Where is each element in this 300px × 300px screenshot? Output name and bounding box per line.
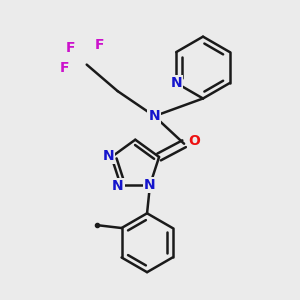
Text: F: F [95, 38, 105, 52]
Text: N: N [148, 109, 160, 123]
Text: F: F [66, 41, 75, 56]
Text: N: N [103, 148, 114, 163]
Text: N: N [112, 179, 123, 194]
Text: N: N [144, 178, 156, 192]
Text: O: O [188, 134, 200, 148]
Text: N: N [170, 76, 182, 90]
Text: F: F [60, 61, 69, 75]
